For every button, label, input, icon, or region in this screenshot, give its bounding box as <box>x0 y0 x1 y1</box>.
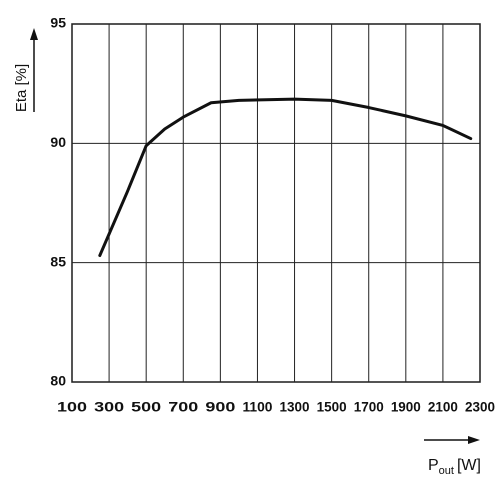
x-label-subscript: out <box>439 465 454 477</box>
y-axis-arrowhead <box>30 28 38 40</box>
x-label-unit: [W] <box>457 457 481 474</box>
x-tick-label: 500 <box>131 399 161 415</box>
x-tick-label: 300 <box>94 399 124 415</box>
x-tick-label: 100 <box>57 399 87 415</box>
x-tick-label: 900 <box>205 399 235 415</box>
data-line <box>98 97 473 258</box>
x-tick-label: 2100 <box>428 399 458 415</box>
x-axis-arrowhead <box>468 436 480 444</box>
y-tick-label: 90 <box>50 134 66 150</box>
y-tick-label: 95 <box>50 15 66 31</box>
x-axis-label: Pout [W] <box>428 457 481 477</box>
x-tick-label: 1700 <box>354 399 384 415</box>
x-tick-label: 1300 <box>280 399 310 415</box>
y-tick-label: 85 <box>50 253 66 269</box>
x-tick-label: 2300 <box>465 399 495 415</box>
x-label-symbol: P <box>428 457 439 474</box>
x-tick-label: 1900 <box>391 399 421 415</box>
x-tick-label: 1100 <box>242 399 272 415</box>
y-axis-label: Eta [%] <box>13 64 30 112</box>
y-tick-label: 80 <box>50 373 66 389</box>
x-tick-label: 700 <box>168 399 198 415</box>
x-tick-label: 1500 <box>317 399 347 415</box>
plot-frame <box>71 23 481 383</box>
